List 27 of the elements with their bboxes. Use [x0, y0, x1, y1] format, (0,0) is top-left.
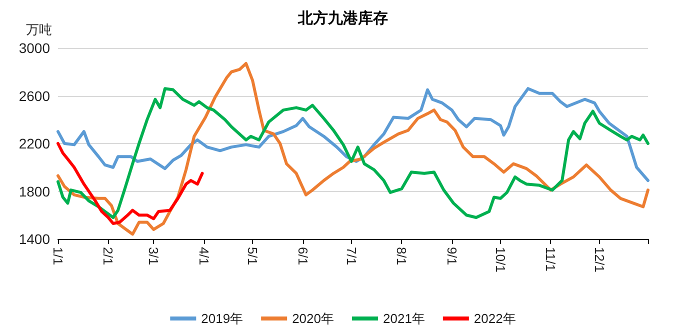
line-series: [56, 87, 650, 182]
x-tick-label: 4/1: [196, 247, 212, 266]
line-series: [56, 87, 650, 220]
line-series: [56, 62, 650, 236]
legend-label: 2019年: [201, 311, 244, 326]
x-tick-label: 7/1: [344, 247, 359, 266]
x-tick-label: 11/1: [543, 247, 558, 272]
legend-label: 2022年: [474, 311, 516, 326]
legend-label: 2021年: [383, 311, 425, 326]
y-tick-label: 1800: [18, 183, 50, 200]
x-tick-label: 6/1: [295, 247, 310, 266]
x-tick-label: 12/1: [592, 247, 607, 272]
y-axis-title: 万吨: [26, 22, 52, 37]
line-series: [56, 142, 204, 225]
x-tick-label: 9/1: [444, 247, 460, 266]
x-tick-label: 2/1: [100, 247, 116, 266]
x-tick-label: 3/1: [146, 247, 162, 266]
y-tick-label: 2600: [18, 88, 50, 104]
x-tick-label: 5/1: [245, 247, 260, 266]
chart-title: 北方九港库存: [297, 9, 388, 27]
x-tick-label: 10/1: [493, 247, 508, 272]
legend-label: 2020年: [292, 311, 334, 326]
x-tick-label: 1/1: [50, 247, 66, 266]
y-tick-label: 3000: [18, 40, 50, 56]
y-tick-label: 2200: [18, 136, 50, 152]
x-tick-label: 8/1: [394, 247, 410, 266]
y-tick-label: 1400: [18, 231, 50, 247]
